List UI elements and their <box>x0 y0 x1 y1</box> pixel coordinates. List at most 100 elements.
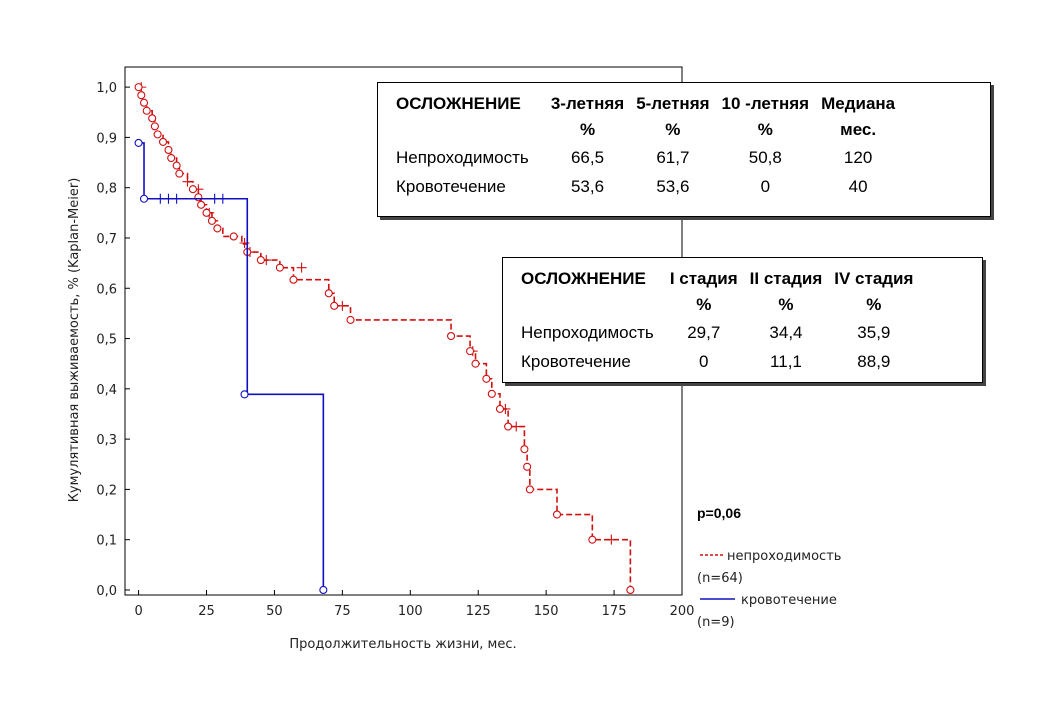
cell-value: 66,5 <box>570 148 605 167</box>
event-point <box>289 275 298 284</box>
event-point <box>471 359 480 368</box>
y-tick-label: 0,6 <box>96 282 117 297</box>
event-point <box>213 224 222 233</box>
stage-distribution-table: ОСЛОЖНЕНИЕ I стадия II стадия IV стадия … <box>502 257 983 383</box>
event-point <box>446 331 456 341</box>
x-tick-label: 25 <box>198 604 215 619</box>
table-row: Кровотечение 53,6 53,6 0 40 <box>390 172 901 201</box>
event-point <box>552 510 562 519</box>
header-complication: ОСЛОЖНЕНИЕ <box>396 94 521 113</box>
cell-value: 61,7 <box>656 148 690 167</box>
series-bleeding <box>134 138 328 595</box>
event-point <box>172 161 181 170</box>
event-point <box>207 216 216 225</box>
header-stage-4: IV стадия <box>834 269 914 288</box>
event-point <box>626 585 635 595</box>
cell-value: 0 <box>699 352 709 371</box>
event-point <box>194 193 203 202</box>
header-3year: 3-летняя <box>550 94 625 113</box>
event-point <box>525 485 534 494</box>
event-point <box>164 145 173 155</box>
cell-value: 35,9 <box>857 323 891 342</box>
table-row: Непроходимость 29,7 34,4 35,9 <box>515 318 919 347</box>
series-obstruction <box>134 82 635 595</box>
event-point <box>275 263 284 272</box>
row-label: Непроходимость <box>521 323 654 342</box>
header-stage-2-unit: % <box>778 295 794 314</box>
table-row: Кровотечение 0 11,1 88,9 <box>515 347 919 376</box>
event-point <box>240 390 249 399</box>
event-point <box>139 98 149 107</box>
header-complication: ОСЛОЖНЕНИЕ <box>521 269 646 288</box>
cell-value: 88,9 <box>857 352 891 371</box>
row-label: Непроходимость <box>396 148 529 167</box>
header-complication-sub <box>515 292 664 318</box>
cell-value: 120 <box>843 148 873 167</box>
cell-value: 53,6 <box>570 177 605 196</box>
event-point <box>487 389 496 398</box>
x-tick-label: 75 <box>334 604 351 619</box>
cell-value: 53,6 <box>656 177 690 196</box>
header-3year-unit: % <box>579 120 596 139</box>
event-point <box>150 122 159 131</box>
event-point <box>346 315 355 324</box>
event-point <box>197 200 206 209</box>
event-point <box>167 153 176 163</box>
event-point <box>520 445 529 454</box>
y-tick-label: 0,0 <box>96 584 117 599</box>
event-point <box>466 347 475 356</box>
x-tick-label: 50 <box>266 604 283 619</box>
row-label: Кровотечение <box>396 177 506 196</box>
y-tick-label: 0,1 <box>96 534 117 549</box>
event-point <box>256 256 265 265</box>
event-point <box>324 289 333 298</box>
event-point <box>330 301 339 310</box>
event-point <box>158 137 168 146</box>
p-value-label: p=0,06 <box>697 505 741 521</box>
y-tick-label: 0,2 <box>96 483 117 498</box>
x-tick-label: 0 <box>134 604 142 619</box>
censored-mark <box>606 534 617 545</box>
x-tick-label: 175 <box>602 604 627 619</box>
x-axis-title: Продолжительность жизни, мес. <box>289 637 516 652</box>
header-median-unit: мес. <box>840 120 877 139</box>
censored-mark <box>182 176 193 187</box>
event-point <box>142 106 151 115</box>
legend: непроходимость (n=64) кровотечение (n=9) <box>697 549 841 630</box>
x-tick-label: 150 <box>534 604 559 619</box>
row-label: Кровотечение <box>521 352 631 371</box>
event-point <box>523 462 532 471</box>
event-point <box>148 114 157 123</box>
header-10year: 10 -летняя <box>721 94 810 113</box>
x-tick-label: 125 <box>466 604 491 619</box>
table-row: Непроходимость 66,5 61,7 50,8 120 <box>390 143 901 172</box>
header-stage-2: II стадия <box>749 269 823 288</box>
event-point <box>202 208 211 217</box>
event-point <box>495 404 505 413</box>
event-point <box>188 185 197 194</box>
event-point <box>504 422 513 431</box>
header-median: Медиана <box>821 94 896 113</box>
censored-mark <box>511 421 522 432</box>
header-stage-1: I стадия <box>669 269 738 288</box>
event-point <box>139 194 149 203</box>
event-point <box>134 83 143 92</box>
header-5year: 5-летняя <box>636 94 710 113</box>
legend-count-bleeding: (n=9) <box>697 615 735 630</box>
legend-label-obstruction: непроходимость <box>727 549 841 564</box>
header-10year-unit: % <box>757 120 773 139</box>
y-tick-label: 1,0 <box>96 81 117 96</box>
legend-count-obstruction: (n=64) <box>697 571 743 586</box>
censored-mark <box>171 193 182 204</box>
y-tick-label: 0,5 <box>96 333 117 348</box>
header-5year-unit: % <box>665 120 681 139</box>
event-point <box>137 91 146 100</box>
censored-mark <box>296 262 307 273</box>
series-line <box>138 142 325 590</box>
y-tick-label: 0,9 <box>96 131 117 146</box>
censored-mark <box>337 300 348 311</box>
survival-rates-table: ОСЛОЖНЕНИЕ 3-летняя 5-летняя 10 -летняя … <box>377 82 991 217</box>
event-point <box>482 374 491 383</box>
event-point <box>175 169 184 178</box>
